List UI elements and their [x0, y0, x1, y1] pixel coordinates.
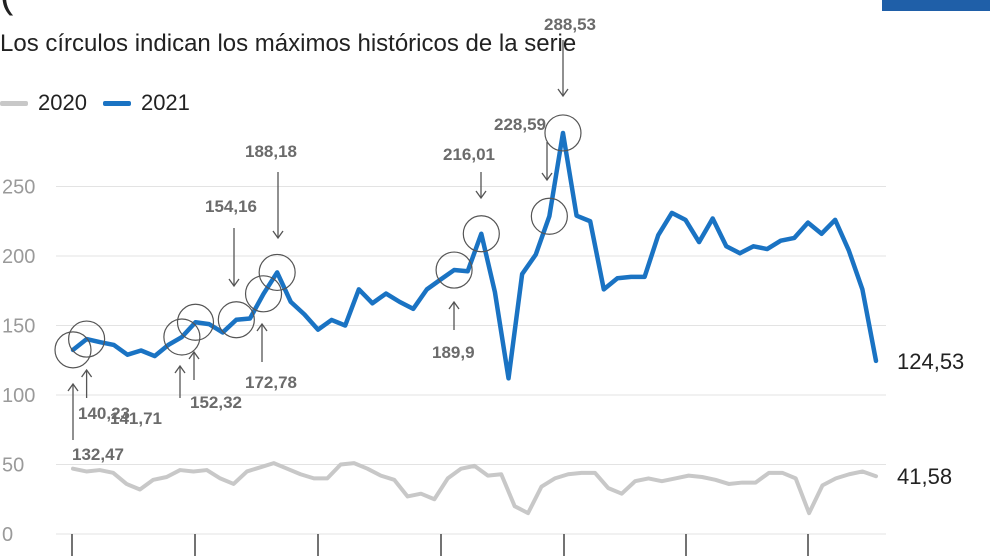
chart-legend: 2020 2021 [0, 90, 190, 116]
annotation-arrowhead-6 [272, 230, 284, 240]
annotation-arrowhead-10 [557, 88, 569, 98]
end-label-2021: 124,53 [897, 349, 964, 374]
legend-swatch-2021 [102, 100, 131, 106]
max-circle-4 [217, 301, 255, 339]
y-tick-label-0: 0 [2, 524, 13, 546]
annotation-label-7: 189,9 [432, 343, 475, 362]
annotation-label-4: 154,16 [205, 197, 257, 216]
max-circle-3 [176, 303, 215, 341]
page-title-partial: ( [0, 0, 13, 17]
chart-subtitle: Los círculos indican los máximos históri… [0, 30, 577, 57]
annotation-arrowhead-1 [81, 368, 93, 378]
y-tick-label-100: 100 [2, 385, 35, 407]
legend-swatch-2020 [0, 100, 28, 106]
y-tick-label-250: 250 [2, 177, 35, 199]
max-circle-6 [258, 253, 296, 292]
annotation-arrowhead-4 [228, 278, 240, 288]
annotation-label-3: 152,32 [190, 393, 242, 412]
annotation-arrowhead-3 [174, 364, 186, 374]
annotation-label-2: 141,71 [110, 409, 162, 428]
y-tick-label-50: 50 [2, 455, 24, 477]
end-label-2020: 41,58 [897, 464, 952, 489]
annotation-arrowhead-0 [67, 382, 79, 392]
legend-label-2021: 2021 [140, 90, 190, 115]
max-circle-5 [244, 275, 283, 313]
max-circle-0 [54, 331, 92, 369]
max-circle-1 [68, 320, 106, 358]
annotation-arrowhead-5 [256, 322, 268, 332]
max-circle-2 [163, 318, 201, 356]
max-circle-8 [462, 215, 500, 253]
annotation-label-9: 228,59 [494, 115, 546, 134]
annotation-label-8: 216,01 [443, 145, 495, 164]
legend-item-2021: 2021 [102, 90, 190, 116]
annotation-arrowhead-2 [188, 350, 200, 360]
max-circle-10 [544, 114, 582, 152]
corner-badge [882, 0, 990, 11]
annotation-label-0: 132,47 [72, 445, 124, 464]
annotation-arrowhead-9 [541, 172, 553, 182]
annotation-label-6: 188,18 [245, 142, 297, 161]
annotation-arrowhead-7 [448, 300, 460, 310]
y-tick-label-150: 150 [2, 316, 35, 338]
legend-item-2020: 2020 [0, 90, 87, 116]
legend-label-2020: 2020 [38, 90, 87, 115]
max-circle-7 [435, 251, 473, 289]
annotation-label-10: 288,53 [544, 15, 596, 34]
annotation-label-1: 140,23 [78, 404, 130, 423]
y-tick-label-200: 200 [2, 246, 35, 268]
annotation-arrowhead-8 [475, 190, 487, 200]
max-circle-9 [530, 197, 568, 235]
annotation-label-5: 172,78 [245, 373, 297, 392]
series-line-2020 [71, 461, 878, 516]
series-line-2021 [70, 130, 879, 381]
